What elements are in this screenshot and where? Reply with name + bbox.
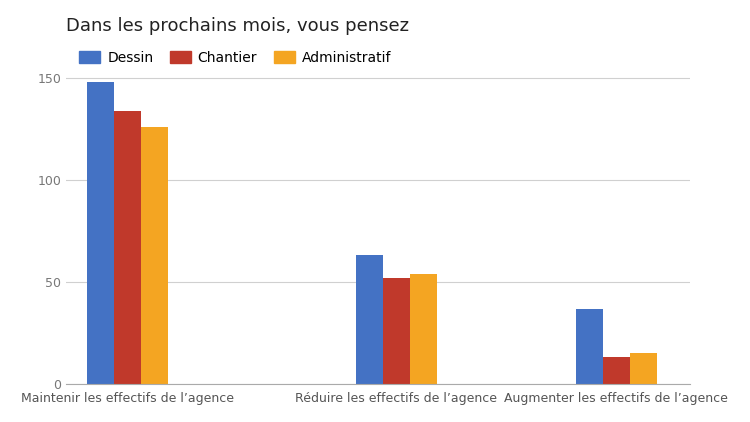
Bar: [630, 353, 657, 384]
Bar: [576, 308, 603, 384]
Bar: [356, 255, 382, 384]
Bar: [603, 357, 630, 384]
Bar: [114, 111, 141, 384]
Text: Dans les prochains mois, vous pensez: Dans les prochains mois, vous pensez: [66, 16, 410, 35]
Legend: Dessin, Chantier, Administratif: Dessin, Chantier, Administratif: [80, 51, 392, 65]
Bar: [382, 278, 410, 384]
Bar: [87, 82, 114, 384]
Bar: [141, 127, 168, 384]
Bar: [410, 274, 436, 384]
